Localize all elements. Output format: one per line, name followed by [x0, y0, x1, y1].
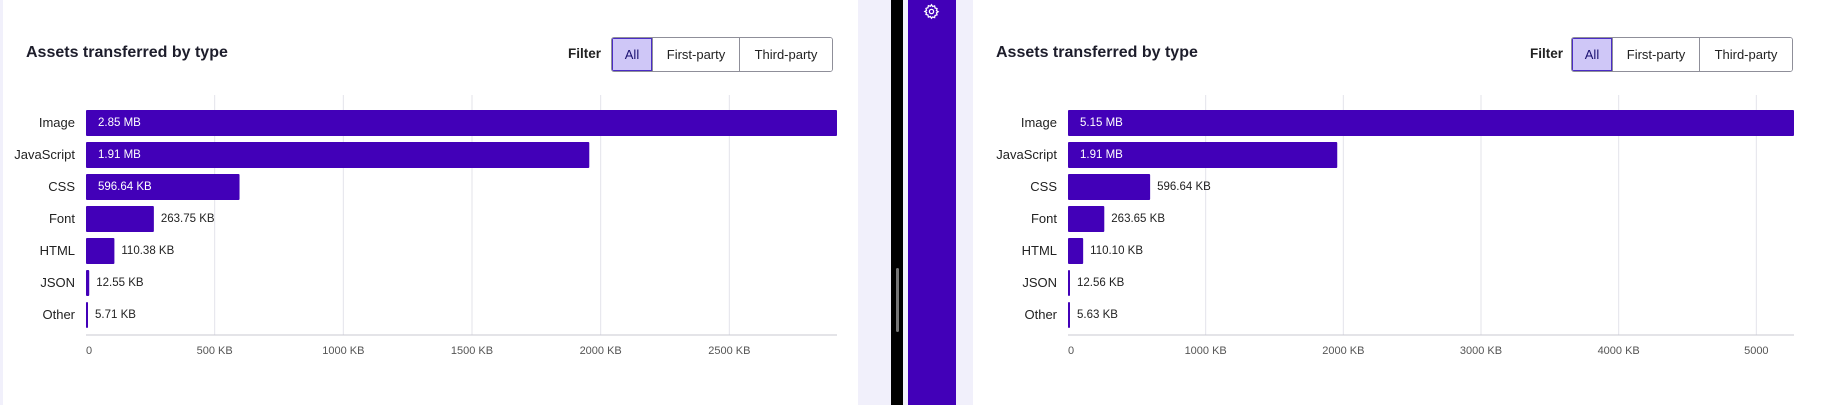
x-tick-label: 3000 KB [1460, 345, 1502, 357]
bar-html [1068, 238, 1084, 264]
x-tick-label: 1000 KB [1185, 345, 1227, 357]
bar-value-label: 12.56 KB [1077, 277, 1125, 289]
bar-other [86, 302, 88, 328]
bar-image [1068, 110, 1794, 136]
bar-css [1068, 174, 1151, 200]
category-label: CSS [1030, 179, 1057, 194]
filter-all-button[interactable]: All [612, 38, 652, 71]
gear-icon[interactable] [923, 3, 940, 20]
category-label: HTML [40, 243, 75, 258]
category-label: Image [39, 115, 75, 130]
filter-segmented-control: All First-party Third-party [1571, 37, 1793, 72]
category-label: Image [1021, 115, 1057, 130]
sidebar-gap [903, 0, 908, 405]
category-label: JavaScript [996, 147, 1057, 162]
category-label: CSS [48, 179, 75, 194]
category-label: JSON [40, 275, 75, 290]
category-label: Font [1031, 211, 1057, 226]
filter-third-party-button[interactable]: Third-party [739, 38, 832, 71]
x-tick-label: 500 KB [197, 345, 233, 357]
bar-value-label: 596.64 KB [1157, 181, 1211, 193]
category-label: Font [49, 211, 75, 226]
x-tick-label: 2000 KB [1322, 345, 1364, 357]
bar-json [86, 270, 90, 296]
filter-label: Filter [568, 46, 602, 61]
bar-font [1068, 206, 1105, 232]
bar-html [86, 238, 115, 264]
x-tick-label: 2500 KB [708, 345, 750, 357]
bar-value-label: 12.55 KB [96, 277, 144, 289]
x-tick-label: 5000 [1744, 345, 1768, 357]
filter-first-party-button[interactable]: First-party [652, 38, 739, 71]
sidebar [908, 0, 956, 405]
bar-value-label: 263.75 KB [161, 213, 215, 225]
bar-other [1068, 302, 1070, 328]
bar-value-label: 596.64 KB [98, 181, 152, 193]
bar-value-label: 110.10 KB [1090, 245, 1143, 257]
bar-javascript [1068, 142, 1338, 168]
bar-value-label: 1.91 MB [1080, 149, 1123, 161]
bar-value-label: 2.85 MB [98, 117, 141, 129]
filter-third-party-button[interactable]: Third-party [1699, 38, 1792, 71]
split-divider[interactable] [891, 0, 903, 405]
x-tick-label: 1000 KB [322, 345, 364, 357]
category-label: HTML [1022, 243, 1057, 258]
bar-value-label: 1.91 MB [98, 149, 141, 161]
x-tick-label: 0 [1068, 345, 1074, 357]
x-tick-label: 4000 KB [1598, 345, 1640, 357]
right-panel: Assets transferred by type Filter All Fi… [973, 0, 1821, 405]
bar-json [1068, 270, 1070, 296]
filter-first-party-button[interactable]: First-party [1612, 38, 1699, 71]
category-label: Other [42, 307, 75, 322]
bar-value-label: 5.71 KB [95, 309, 136, 321]
panel-title: Assets transferred by type [996, 44, 1198, 61]
panel-title: Assets transferred by type [26, 44, 228, 61]
bar-value-label: 263.65 KB [1111, 213, 1165, 225]
x-tick-label: 0 [86, 345, 92, 357]
category-label: Other [1024, 307, 1057, 322]
category-label: JSON [1022, 275, 1057, 290]
assets-bar-chart: 0 1000 KB 2000 KB 3000 KB 4000 KB 5000 Image 5.… [996, 95, 1794, 357]
bar-font [86, 206, 154, 232]
bar-javascript [86, 142, 590, 168]
bar-image [86, 110, 837, 136]
x-tick-label: 1500 KB [451, 345, 493, 357]
filter-all-button[interactable]: All [1572, 38, 1612, 71]
filter-segmented-control: All First-party Third-party [611, 37, 833, 72]
bar-value-label: 5.63 KB [1077, 309, 1118, 321]
category-label: JavaScript [14, 147, 75, 162]
bar-value-label: 5.15 MB [1080, 117, 1123, 129]
left-panel: Assets transferred by type Filter All Fi… [3, 0, 858, 405]
assets-bar-chart: 0 500 KB 1000 KB 1500 KB 2000 KB 2500 KB Image… [14, 95, 837, 357]
resize-handle[interactable] [896, 268, 899, 332]
bar-css [86, 174, 240, 200]
filter-label: Filter [1530, 46, 1564, 61]
bar-value-label: 110.38 KB [121, 245, 174, 257]
x-tick-label: 2000 KB [580, 345, 622, 357]
